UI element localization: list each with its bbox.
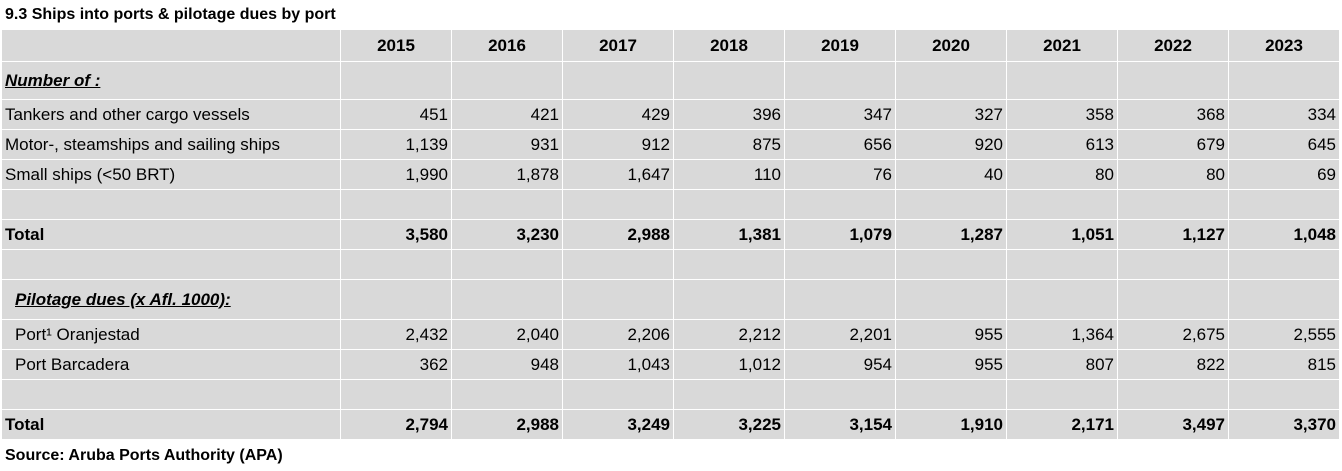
cell-value: 954 xyxy=(784,349,896,380)
section-heading-number-of: Number of : xyxy=(5,70,101,90)
year-header: 2018 xyxy=(673,29,785,62)
year-header: 2016 xyxy=(451,29,563,62)
cell-value: 955 xyxy=(895,349,1007,380)
year-header: 2021 xyxy=(1006,29,1118,62)
cell-value: 368 xyxy=(1117,99,1229,130)
cell-value: 451 xyxy=(340,99,452,130)
cell-value: 334 xyxy=(1228,99,1340,130)
cell-value: 1,139 xyxy=(340,129,452,160)
year-header: 2015 xyxy=(340,29,452,62)
cell-value: 358 xyxy=(1006,99,1118,130)
source-note: Source: Aruba Ports Authority (APA) xyxy=(5,447,283,464)
row-label: Tankers and other cargo vessels xyxy=(1,99,341,130)
total-value: 1,051 xyxy=(1006,219,1118,250)
total-value: 1,079 xyxy=(784,219,896,250)
cell-value: 955 xyxy=(895,319,1007,350)
total-value: 3,497 xyxy=(1117,409,1229,440)
year-header: 2019 xyxy=(784,29,896,62)
cell-value: 2,201 xyxy=(784,319,896,350)
cell-value: 362 xyxy=(340,349,452,380)
header-row: 2015 2016 2017 2018 2019 2020 2021 2022 … xyxy=(1,29,1340,62)
cell-value: 1,364 xyxy=(1006,319,1118,350)
cell-value: 613 xyxy=(1006,129,1118,160)
cell-value: 645 xyxy=(1228,129,1340,160)
table-title: 9.3 Ships into ports & pilotage dues by … xyxy=(5,6,336,23)
cell-value: 948 xyxy=(451,349,563,380)
total-value: 2,794 xyxy=(340,409,452,440)
year-header: 2020 xyxy=(895,29,1007,62)
total-value: 3,225 xyxy=(673,409,785,440)
cell-value: 80 xyxy=(1006,159,1118,190)
cell-value: 421 xyxy=(451,99,563,130)
cell-value: 2,212 xyxy=(673,319,785,350)
row-label: Small ships (<50 BRT) xyxy=(1,159,341,190)
cell-value: 2,555 xyxy=(1228,319,1340,350)
cell-value: 822 xyxy=(1117,349,1229,380)
total-value: 2,988 xyxy=(451,409,563,440)
cell-value: 2,675 xyxy=(1117,319,1229,350)
cell-value: 656 xyxy=(784,129,896,160)
total-label: Total xyxy=(1,219,341,250)
cell-value: 1,990 xyxy=(340,159,452,190)
year-header: 2017 xyxy=(562,29,674,62)
cell-value: 80 xyxy=(1117,159,1229,190)
total-row: Total 2,794 2,988 3,249 3,225 3,154 1,91… xyxy=(1,409,1340,440)
cell-value: 396 xyxy=(673,99,785,130)
total-value: 3,249 xyxy=(562,409,674,440)
section-heading-row: Number of : xyxy=(1,61,1340,100)
table-row: Small ships (<50 BRT) 1,990 1,878 1,647 … xyxy=(1,159,1340,190)
total-value: 2,171 xyxy=(1006,409,1118,440)
table-row: Port Barcadera 362 948 1,043 1,012 954 9… xyxy=(1,349,1340,380)
cell-value: 2,206 xyxy=(562,319,674,350)
cell-value: 327 xyxy=(895,99,1007,130)
total-value: 1,910 xyxy=(895,409,1007,440)
spacer-row xyxy=(1,379,1340,410)
cell-value: 1,647 xyxy=(562,159,674,190)
cell-value: 920 xyxy=(895,129,1007,160)
row-label: Motor-, steamships and sailing ships xyxy=(1,129,341,160)
header-empty-cell xyxy=(1,29,341,62)
spacer-row xyxy=(1,189,1340,220)
table-row: Tankers and other cargo vessels 451 421 … xyxy=(1,99,1340,130)
total-row: Total 3,580 3,230 2,988 1,381 1,079 1,28… xyxy=(1,219,1340,250)
total-value: 3,580 xyxy=(340,219,452,250)
row-label: Port Barcadera xyxy=(1,349,341,380)
total-value: 3,154 xyxy=(784,409,896,440)
cell-value: 40 xyxy=(895,159,1007,190)
row-label: Port¹ Oranjestad xyxy=(1,319,341,350)
cell-value: 807 xyxy=(1006,349,1118,380)
total-value: 1,127 xyxy=(1117,219,1229,250)
total-value: 3,230 xyxy=(451,219,563,250)
cell-value: 931 xyxy=(451,129,563,160)
total-value: 1,048 xyxy=(1228,219,1340,250)
total-label: Total xyxy=(1,409,341,440)
cell-value: 912 xyxy=(562,129,674,160)
total-value: 1,381 xyxy=(673,219,785,250)
cell-value: 1,012 xyxy=(673,349,785,380)
year-header: 2022 xyxy=(1117,29,1229,62)
year-header: 2023 xyxy=(1228,29,1340,62)
spacer-row xyxy=(1,249,1340,280)
cell-value: 110 xyxy=(673,159,785,190)
section-heading-pilotage-dues: Pilotage dues (x Afl. 1000): xyxy=(15,289,231,309)
cell-value: 347 xyxy=(784,99,896,130)
cell-value: 875 xyxy=(673,129,785,160)
data-table: 2015 2016 2017 2018 2019 2020 2021 2022 … xyxy=(1,29,1340,440)
cell-value: 1,878 xyxy=(451,159,563,190)
total-value: 2,988 xyxy=(562,219,674,250)
total-value: 1,287 xyxy=(895,219,1007,250)
total-value: 3,370 xyxy=(1228,409,1340,440)
cell-value: 76 xyxy=(784,159,896,190)
table-row: Port¹ Oranjestad 2,432 2,040 2,206 2,212… xyxy=(1,319,1340,350)
table-row: Motor-, steamships and sailing ships 1,1… xyxy=(1,129,1340,160)
cell-value: 1,043 xyxy=(562,349,674,380)
cell-value: 2,432 xyxy=(340,319,452,350)
cell-value: 429 xyxy=(562,99,674,130)
section-heading-row: Pilotage dues (x Afl. 1000): xyxy=(1,279,1340,320)
cell-value: 69 xyxy=(1228,159,1340,190)
cell-value: 2,040 xyxy=(451,319,563,350)
cell-value: 815 xyxy=(1228,349,1340,380)
cell-value: 679 xyxy=(1117,129,1229,160)
